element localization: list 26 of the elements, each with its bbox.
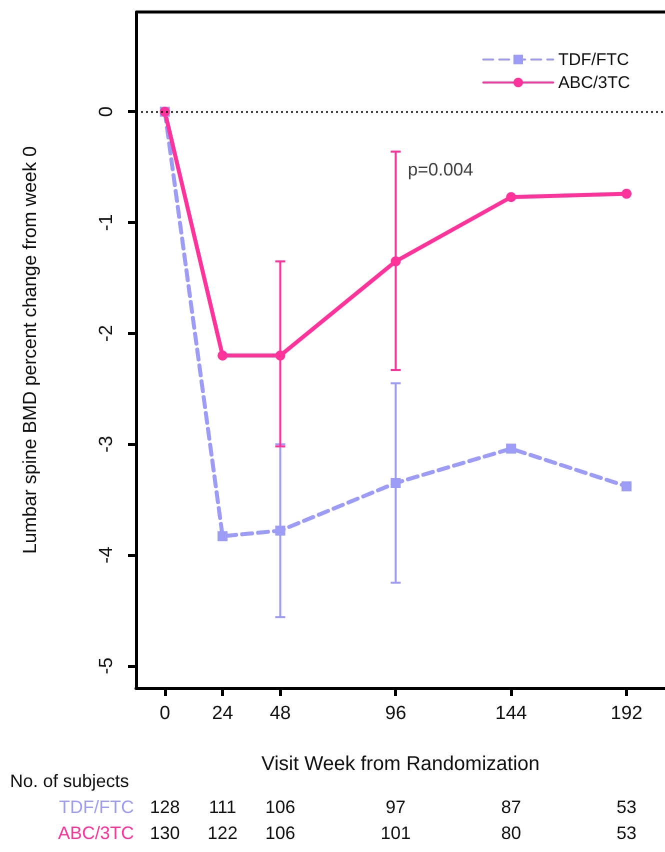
- text: No. of subjects: [10, 771, 130, 791]
- x-tick-label: 144: [495, 703, 528, 724]
- y-axis-title: Lumbar spine BMD percent change from week 0: [20, 146, 41, 554]
- y-tick-label: -3: [96, 436, 117, 453]
- annotation: p=0.004: [408, 160, 474, 180]
- y-tick-label: -2: [96, 324, 117, 342]
- y-tick-label: -1: [96, 214, 117, 232]
- y-tick-label: -4: [96, 546, 117, 564]
- x-tick-label: 96: [385, 703, 406, 724]
- x-tick-label: 24: [212, 703, 234, 724]
- text: TDF/FTC 128 111 106 97 87 53: [59, 797, 637, 817]
- point: [506, 192, 516, 202]
- point: [622, 481, 632, 492]
- point: [622, 188, 632, 199]
- x-axis-title: Visit Week from Randomization: [261, 753, 540, 775]
- x-tick-label: 48: [270, 703, 291, 724]
- point: [506, 444, 516, 454]
- text: ABC/3TC 130 122 106 101 80 53: [58, 823, 637, 843]
- x-tick-label: 192: [610, 703, 642, 724]
- y-tick-label: -5: [96, 657, 117, 674]
- point: [218, 531, 228, 542]
- legend-label: TDF/FTC: [558, 50, 630, 69]
- point: [218, 350, 228, 361]
- legend-label: ABC/3TC: [558, 73, 630, 92]
- y-tick-label: 0: [96, 106, 117, 118]
- x-tick-label: 0: [160, 703, 170, 724]
